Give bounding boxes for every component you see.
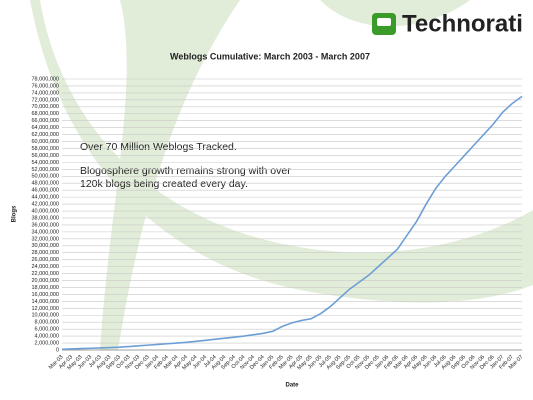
chart-title: Weblogs Cumulative: March 2003 - March 2… <box>170 51 370 61</box>
y-tick-label: 72,000,000 <box>31 97 59 103</box>
y-tick-label: 48,000,000 <box>31 181 59 187</box>
y-tick-label: 64,000,000 <box>31 125 59 131</box>
brand: Technorati <box>402 10 523 37</box>
annotation: Blogosphere growth remains strong with o… <box>80 165 291 177</box>
y-tick-label: 78,000,000 <box>31 76 59 82</box>
y-tick-label: 52,000,000 <box>31 167 59 173</box>
y-tick-label: 76,000,000 <box>31 83 59 89</box>
y-axis-label: Blogs <box>12 205 18 222</box>
y-tick-label: 2,000,000 <box>35 341 59 347</box>
y-tick-label: 66,000,000 <box>31 118 59 124</box>
y-tick-label: 16,000,000 <box>31 292 59 298</box>
background-swirl <box>30 0 533 350</box>
y-tick-label: 4,000,000 <box>35 334 59 340</box>
y-tick-label: 40,000,000 <box>31 208 59 214</box>
y-tick-label: 14,000,000 <box>31 299 59 305</box>
y-tick-label: 32,000,000 <box>31 236 59 242</box>
y-tick-label: 28,000,000 <box>31 250 59 256</box>
y-tick-label: 12,000,000 <box>31 306 59 312</box>
y-tick-label: 42,000,000 <box>31 202 59 208</box>
y-tick-label: 26,000,000 <box>31 257 59 263</box>
logo: Technorati <box>372 10 523 37</box>
annotation: 120k blogs being created every day. <box>80 178 248 190</box>
y-tick-label: 62,000,000 <box>31 132 59 138</box>
y-tick-label: 30,000,000 <box>31 243 59 249</box>
y-tick-label: 10,000,000 <box>31 313 59 319</box>
y-tick-label: 56,000,000 <box>31 153 59 159</box>
y-tick-label: 70,000,000 <box>31 104 59 110</box>
y-tick-label: 18,000,000 <box>31 285 59 291</box>
y-tick-label: 50,000,000 <box>31 174 59 180</box>
y-tick-label: 8,000,000 <box>35 320 59 326</box>
y-tick-label: 22,000,000 <box>31 271 59 277</box>
y-tick-label: 44,000,000 <box>31 195 59 201</box>
y-tick-label: 58,000,000 <box>31 146 59 152</box>
y-tick-label: 34,000,000 <box>31 229 59 235</box>
y-tick-label: 38,000,000 <box>31 215 59 221</box>
y-tick-label: 36,000,000 <box>31 222 59 228</box>
y-tick-label: 6,000,000 <box>35 327 59 333</box>
y-tick-label: 60,000,000 <box>31 139 59 145</box>
annotation: Over 70 Million Weblogs Tracked. <box>80 141 237 153</box>
y-tick-label: 46,000,000 <box>31 188 59 194</box>
y-tick-label: 20,000,000 <box>31 278 59 284</box>
data-line <box>61 95 523 351</box>
y-tick-label: 74,000,000 <box>31 90 59 96</box>
y-tick-label: 54,000,000 <box>31 160 59 166</box>
x-axis-label: Date <box>285 383 299 389</box>
y-tick-label: 24,000,000 <box>31 264 59 270</box>
y-tick-label: 68,000,000 <box>31 111 59 117</box>
y-tick-label: 0 <box>56 347 59 353</box>
